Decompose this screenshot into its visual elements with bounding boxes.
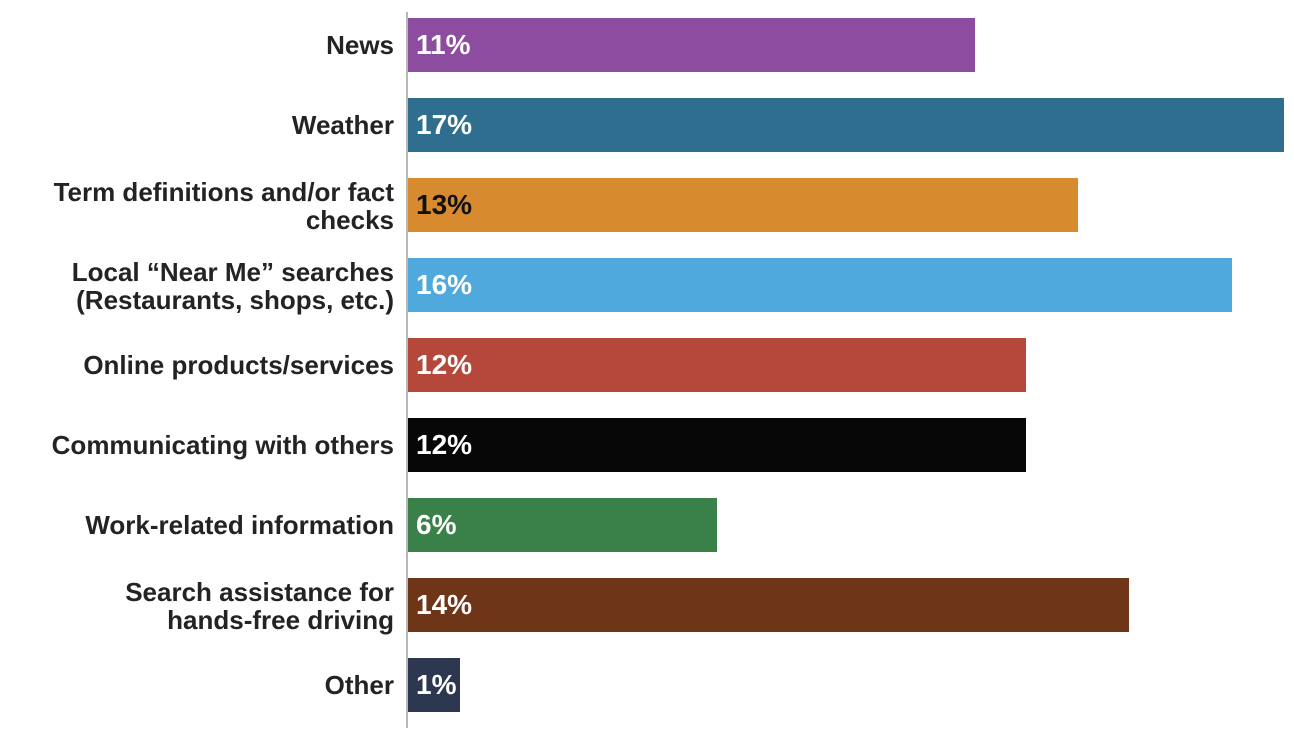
category-label: Weather [0,111,394,139]
chart-row: Other 1% [0,658,1294,712]
chart-row: Communicating with others 12% [0,418,1294,472]
chart-row: Term definitions and/or factchecks 13% [0,178,1294,232]
chart-row: Local “Near Me” searches(Restaurants, sh… [0,258,1294,312]
value-label: 11% [408,29,471,61]
bar: 12% [408,418,1026,472]
chart-row: Weather 17% [0,98,1294,152]
category-label: Work-related information [0,511,394,539]
value-label: 12% [408,429,472,461]
value-label: 14% [408,589,472,621]
bar: 1% [408,658,460,712]
bar: 12% [408,338,1026,392]
category-label: Local “Near Me” searches(Restaurants, sh… [0,258,394,314]
category-label: Online products/services [0,351,394,379]
value-label: 12% [408,349,472,381]
category-label: News [0,31,394,59]
value-label: 13% [408,189,472,221]
category-label: Search assistance forhands-free driving [0,578,394,634]
bar: 6% [408,498,717,552]
value-label: 6% [408,509,456,541]
value-label: 17% [408,109,472,141]
category-label: Other [0,671,394,699]
chart-row: News 11% [0,18,1294,72]
chart-row: Work-related information 6% [0,498,1294,552]
value-label: 16% [408,269,472,301]
bar: 16% [408,258,1232,312]
chart-row: Online products/services 12% [0,338,1294,392]
bar: 17% [408,98,1284,152]
bar: 11% [408,18,975,72]
bar: 13% [408,178,1078,232]
chart-row: Search assistance forhands-free driving 1… [0,578,1294,632]
category-label: Term definitions and/or factchecks [0,178,394,234]
bar: 14% [408,578,1129,632]
category-label: Communicating with others [0,431,394,459]
value-label: 1% [408,669,456,701]
horizontal-bar-chart: News 11% Weather 17% Term definitions and/or… [0,0,1294,750]
